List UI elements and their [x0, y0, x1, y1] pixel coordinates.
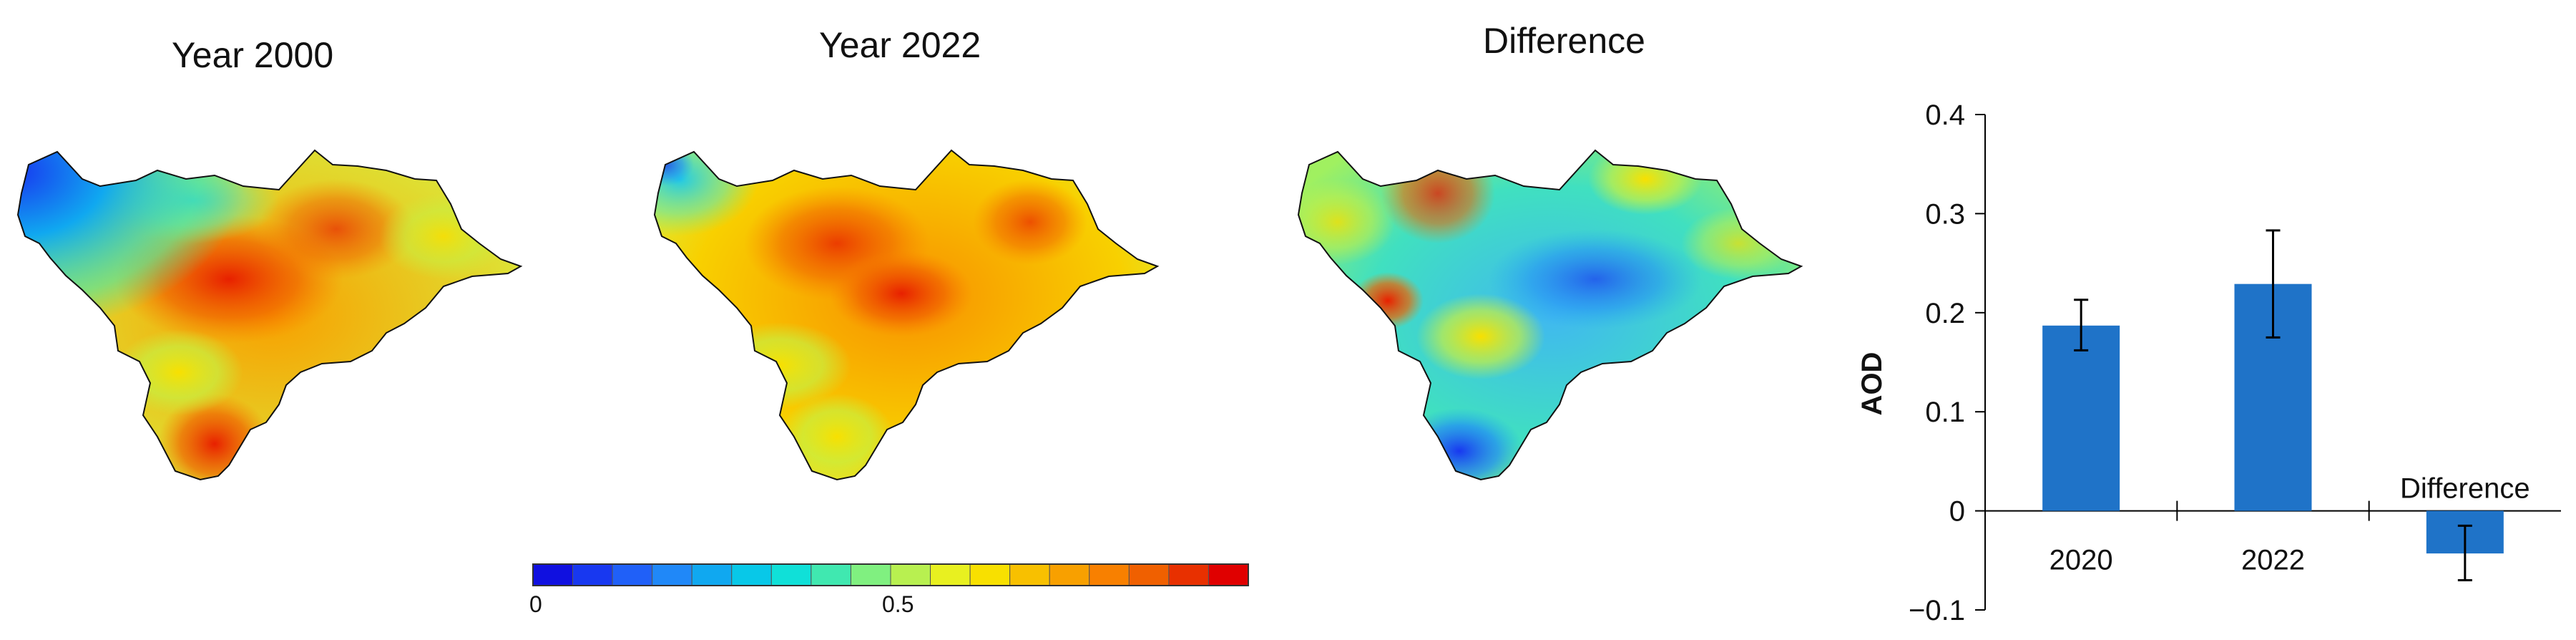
colorbar-cell [890, 563, 931, 586]
colorbar-cell [612, 563, 653, 586]
chart-labels: 0.4 0.3 0.2 0.1 0 −0.1 AOD 2020 2022 Difference [1856, 100, 2530, 626]
x-category-label: 2020 [2049, 545, 2113, 576]
colorbar-cell [1009, 563, 1050, 586]
colorbar-cell [850, 563, 891, 586]
colorbar-cell [691, 563, 733, 586]
colorbar-label-0-5: 0.5 [882, 591, 914, 617]
y-axis-title: AOD [1856, 352, 1888, 416]
x-category-label: 2022 [2241, 545, 2305, 576]
y-tick-label: 0.3 [1925, 198, 1965, 230]
bar-2020 [2042, 325, 2120, 511]
y-tick-label: 0.4 [1925, 100, 1965, 131]
colorbar-frame [532, 563, 1249, 586]
y-tick-label: 0.2 [1925, 298, 1965, 329]
chart-bars [2042, 229, 2504, 581]
colorbar-cell [969, 563, 1011, 586]
colorbar-cell [572, 563, 613, 586]
map-title-year-2022: Year 2022 [819, 25, 981, 65]
map-title-difference: Difference [1483, 21, 1645, 61]
y-tick-label: −0.1 [1909, 595, 1965, 626]
x-category-label: Difference [2400, 473, 2530, 505]
y-tick-label: 0 [1949, 496, 1965, 528]
map-title-year-2000: Year 2000 [172, 35, 334, 75]
colorbar-cell [1168, 563, 1209, 586]
colorbar-label-0: 0 [529, 591, 542, 617]
y-tick-label: 0.1 [1925, 397, 1965, 428]
colorbar-cell [731, 563, 772, 586]
